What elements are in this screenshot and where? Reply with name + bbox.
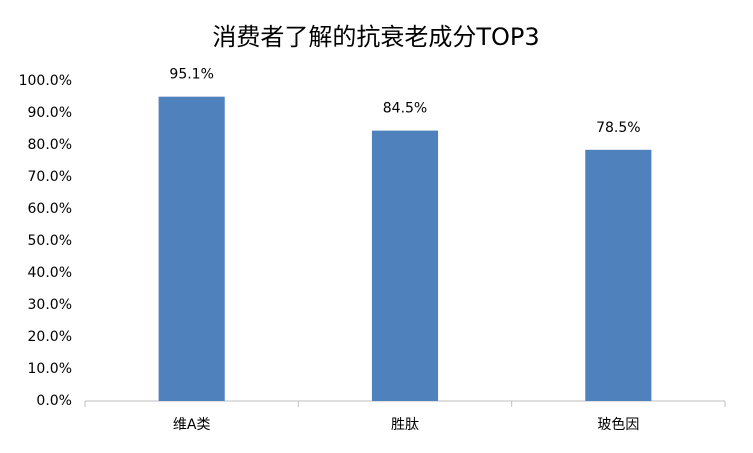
y-tick-label: 90.0%: [28, 105, 72, 121]
bar: [158, 96, 225, 402]
value-label: 78.5%: [596, 120, 640, 136]
chart-title: 消费者了解的抗衰老成分TOP3: [212, 23, 539, 51]
x-tick-label: 玻色因: [597, 416, 639, 433]
value-label: 95.1%: [169, 67, 213, 83]
bar: [371, 130, 439, 401]
y-tick-label: 20.0%: [28, 329, 72, 345]
y-tick-label: 100.0%: [19, 73, 72, 89]
value-label: 84.5%: [383, 101, 427, 117]
y-tick-label: 30.0%: [28, 297, 72, 313]
bar: [585, 149, 652, 401]
y-tick-label: 50.0%: [28, 233, 72, 249]
y-tick-label: 40.0%: [28, 265, 72, 281]
x-tick-label: 维A类: [173, 417, 211, 433]
y-tick-label: 60.0%: [28, 201, 72, 217]
y-tick-label: 80.0%: [28, 137, 72, 153]
y-tick-label: 0.0%: [36, 393, 72, 409]
y-tick-label: 10.0%: [28, 361, 72, 377]
x-tick-label: 胜肽: [391, 417, 419, 433]
y-tick-label: 70.0%: [28, 169, 72, 185]
